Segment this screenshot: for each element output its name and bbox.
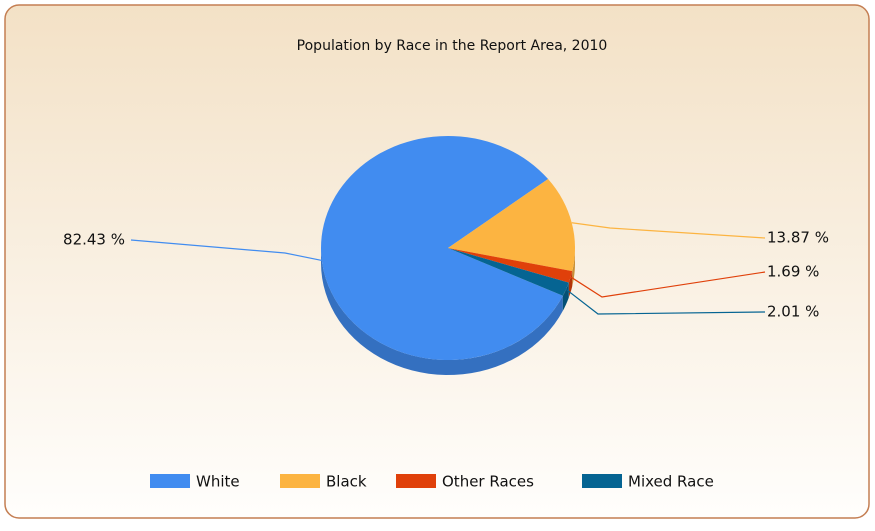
pie-side xyxy=(572,248,575,287)
chart-title: Population by Race in the Report Area, 2… xyxy=(297,38,608,54)
legend-swatch xyxy=(150,474,190,488)
data-label: 2.01 % xyxy=(767,303,819,321)
leader-line xyxy=(130,239,322,262)
legend-label: Mixed Race xyxy=(628,473,714,491)
data-label: 1.69 % xyxy=(767,263,819,281)
data-label: 82.43 % xyxy=(63,231,125,249)
leader-line xyxy=(570,271,766,298)
pie-slice xyxy=(448,248,569,296)
data-label: 13.87 % xyxy=(767,229,829,247)
legend-label: White xyxy=(196,473,240,491)
pie-slice xyxy=(320,136,563,361)
legend-swatch xyxy=(582,474,622,488)
pie-slice xyxy=(448,248,573,283)
leader-line xyxy=(565,288,766,315)
legend-swatch xyxy=(280,474,320,488)
legend-swatch xyxy=(396,474,436,488)
legend-label: Other Races xyxy=(442,473,534,491)
pie-slice xyxy=(448,179,575,272)
leader-line xyxy=(571,222,766,239)
legend-label: Black xyxy=(326,473,367,491)
